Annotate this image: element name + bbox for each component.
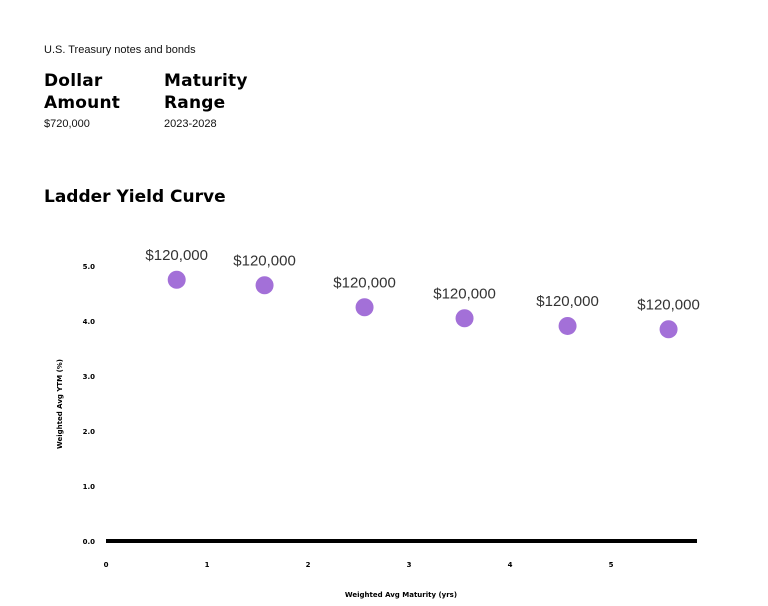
x-tick-label: 0	[104, 561, 109, 569]
stat-value: 2023-2028	[164, 118, 217, 130]
stat-value: $720,000	[44, 118, 90, 130]
data-label: $120,000	[637, 296, 700, 313]
chart-title: Ladder Yield Curve	[44, 187, 226, 207]
data-point	[558, 316, 577, 335]
y-axis-title: Weighted Avg YTM (%)	[56, 359, 64, 449]
data-label: $120,000	[145, 247, 208, 264]
x-axis-title: Weighted Avg Maturity (yrs)	[345, 591, 457, 599]
x-tick-label: 2	[306, 561, 311, 569]
data-point	[455, 309, 474, 328]
data-label: $120,000	[536, 293, 599, 310]
data-point	[255, 276, 274, 295]
x-tick-label: 4	[508, 561, 513, 569]
y-tick-label: 4.0	[83, 318, 96, 326]
data-label: $120,000	[233, 252, 296, 269]
dollar-amount-stat: Dollar Amount $720,000	[44, 70, 120, 130]
x-tick-label: 3	[407, 561, 412, 569]
x-tick-label: 1	[205, 561, 210, 569]
y-tick-label: 0.0	[83, 538, 96, 546]
data-points	[167, 270, 678, 339]
maturity-range-stat: Maturity Range 2023-2028	[164, 70, 248, 130]
page-subtitle: U.S. Treasury notes and bonds	[44, 44, 196, 56]
data-point	[355, 298, 374, 317]
data-label: $120,000	[333, 274, 396, 291]
x-axis-ticks: 0 1 2 3 4 5	[104, 561, 614, 569]
y-tick-label: 2.0	[83, 428, 96, 436]
y-tick-label: 5.0	[83, 263, 96, 271]
y-tick-label: 1.0	[83, 483, 96, 491]
stat-label: Dollar Amount	[44, 71, 121, 113]
y-axis-ticks: 0.0 1.0 2.0 3.0 4.0 5.0	[83, 263, 96, 546]
data-label: $120,000	[433, 285, 496, 302]
stat-label: Maturity Range	[164, 71, 248, 113]
data-point	[167, 270, 186, 289]
x-tick-label: 5	[609, 561, 614, 569]
data-point	[659, 320, 678, 339]
y-tick-label: 3.0	[83, 373, 96, 381]
data-labels: $120,000 $120,000 $120,000 $120,000 $120,000…	[145, 247, 699, 314]
